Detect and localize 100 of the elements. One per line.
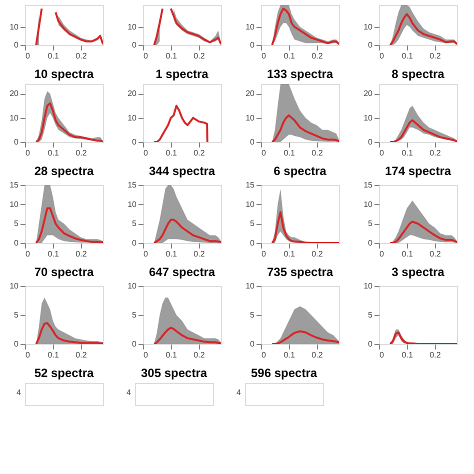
x-tick-label: 0.1 — [402, 148, 414, 158]
y-tick-label: 5 — [14, 310, 20, 320]
y-tick-label: 0 — [14, 340, 20, 348]
x-tick-label: 0.1 — [284, 148, 296, 158]
x-tick-label: 0 — [262, 350, 266, 360]
x-tick-label: 0 — [26, 350, 30, 360]
y-tick-label: 5 — [132, 219, 138, 228]
x-tick-label: 0.1 — [402, 52, 414, 60]
chart-title: 28 spectra — [34, 164, 94, 178]
x-tick-label: 0.2 — [430, 350, 442, 360]
x-tick-label: 0.2 — [430, 52, 442, 60]
x-tick-label: 0 — [144, 350, 148, 360]
y-tick-label: 10 — [364, 22, 374, 32]
y-tick-label: 0 — [14, 138, 20, 146]
x-tick-label: 0 — [262, 148, 266, 158]
line-series — [271, 114, 339, 142]
x-tick-label: 0.1 — [402, 350, 414, 360]
y-tick-label: 10 — [128, 22, 138, 32]
line-series — [153, 104, 208, 142]
y-tick-label: 0 — [132, 238, 138, 248]
line-series — [271, 330, 339, 344]
line-series — [35, 207, 103, 243]
x-tick-label: 0 — [26, 250, 30, 258]
y-tick-label: 10 — [10, 113, 20, 122]
x-tick-label: 0.2 — [76, 148, 88, 158]
text: 52 spectra — [34, 366, 94, 380]
text: 305 spectra — [140, 366, 208, 380]
x-tick-label: 0 — [144, 148, 148, 158]
x-tick-label: 0.2 — [312, 250, 324, 258]
y-tick-label: 10 — [128, 113, 138, 122]
y-tick-label: 10 — [364, 200, 374, 209]
chart-title: 133 spectra — [266, 67, 334, 81]
text: 4 — [236, 388, 242, 397]
x-tick-label: 0.1 — [166, 52, 178, 60]
y-tick-label: 10 — [10, 200, 20, 209]
x-tick-label: 0.2 — [76, 250, 88, 258]
x-tick-label: 0 — [144, 52, 148, 60]
line-series — [35, 322, 103, 344]
y-tick-label: 0 — [250, 138, 256, 146]
chart-title: 344 spectra — [148, 164, 216, 178]
x-tick-label: 0 — [144, 250, 148, 258]
y-tick-label: 0 — [132, 340, 138, 348]
x-tick-label: 0.2 — [430, 250, 442, 258]
y-tick-label: 10 — [364, 113, 374, 122]
y-tick-label: 10 — [10, 22, 20, 32]
x-tick-label: 0 — [26, 52, 30, 60]
y-tick-label: 10 — [10, 282, 20, 290]
x-tick-label: 0 — [380, 148, 384, 158]
x-tick-label: 0 — [380, 52, 384, 60]
y-tick-label: 0 — [250, 340, 256, 348]
chart-title: 70 spectra — [34, 265, 94, 279]
x-tick-label: 0 — [380, 350, 384, 360]
y-tick-label: 5 — [14, 219, 20, 228]
x-tick-label: 0.1 — [166, 250, 178, 258]
y-tick-label: 15 — [246, 180, 256, 190]
y-tick-label: 10 — [364, 282, 374, 290]
x-tick-label: 0.1 — [48, 350, 60, 360]
y-tick-label: 20 — [128, 89, 138, 98]
line-series — [389, 119, 457, 142]
y-tick-label: 10 — [246, 200, 256, 209]
text: 596 spectra — [250, 366, 318, 380]
x-tick-label: 0.2 — [76, 52, 88, 60]
chart-title: 10 spectra — [34, 67, 94, 81]
chart-title: 1 spectra — [156, 67, 209, 81]
y-tick-label: 0 — [250, 40, 256, 50]
x-tick-label: 0.1 — [284, 350, 296, 360]
y-tick-label: 0 — [368, 138, 374, 146]
y-tick-label: 5 — [368, 310, 374, 320]
chart-title: 3 spectra — [392, 265, 445, 279]
y-tick-label: 5 — [368, 219, 374, 228]
y-tick-label: 10 — [246, 22, 256, 32]
x-tick-label: 0.2 — [194, 148, 206, 158]
y-tick-label: 15 — [128, 180, 138, 190]
text: 4 — [126, 388, 132, 397]
y-tick-label: 10 — [246, 282, 256, 290]
x-tick-label: 0.2 — [194, 350, 206, 360]
x-tick-label: 0.2 — [76, 350, 88, 360]
y-tick-label: 0 — [250, 238, 256, 248]
x-tick-label: 0.1 — [402, 250, 414, 258]
x-tick-label: 0 — [262, 52, 266, 60]
x-tick-label: 0.1 — [166, 148, 178, 158]
y-tick-label: 0 — [132, 40, 138, 50]
chart-title: 8 spectra — [392, 67, 445, 81]
x-tick-label: 0.2 — [312, 148, 324, 158]
y-tick-label: 15 — [10, 180, 20, 190]
x-tick-label: 0.1 — [166, 350, 178, 360]
text: 4 — [16, 388, 22, 397]
line-series — [389, 13, 457, 45]
y-tick-label: 0 — [14, 40, 20, 50]
y-tick-label: 10 — [246, 113, 256, 122]
y-tick-label: 5 — [132, 310, 138, 320]
y-tick-label: 0 — [132, 138, 138, 146]
line-series — [271, 211, 339, 243]
x-tick-label: 0.2 — [430, 148, 442, 158]
y-tick-label: 0 — [368, 238, 374, 248]
x-tick-label: 0.1 — [48, 148, 60, 158]
y-tick-label: 0 — [368, 340, 374, 348]
y-tick-label: 20 — [364, 89, 374, 98]
x-tick-label: 0.1 — [284, 52, 296, 60]
y-tick-label: 15 — [364, 180, 374, 190]
